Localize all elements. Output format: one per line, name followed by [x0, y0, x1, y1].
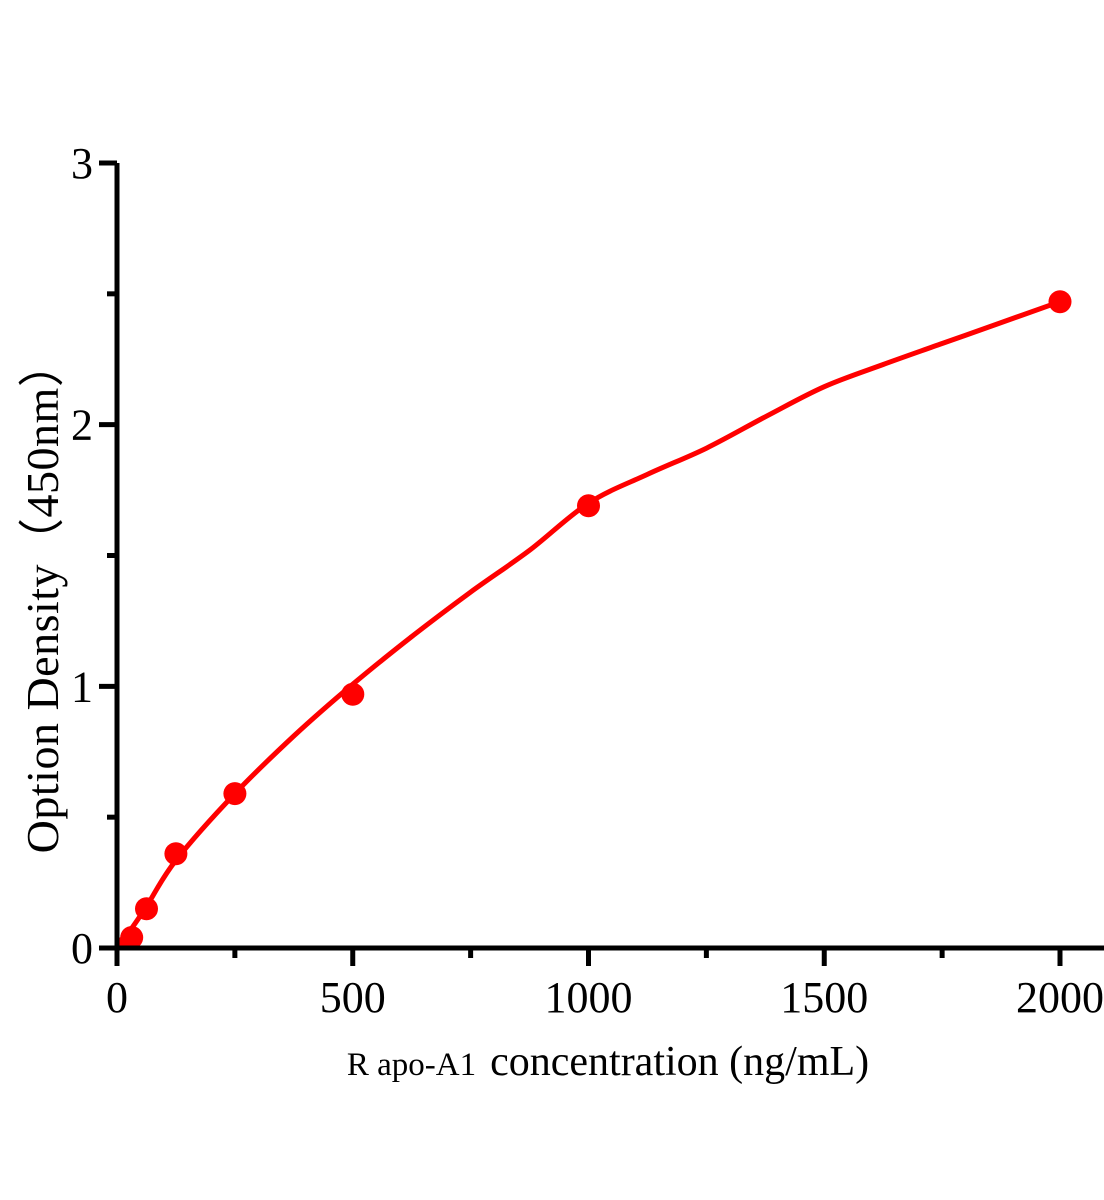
axes	[99, 160, 1104, 966]
x-tick-label: 0	[106, 973, 128, 1022]
y-tick-label: 0	[71, 924, 93, 973]
data-point	[341, 682, 365, 706]
x-axis-title-prefix: R apo-A1	[346, 1047, 477, 1083]
tick-labels: 0 1 2 3 0 500 1000 1500 2000	[71, 139, 1104, 1022]
data-point	[135, 897, 158, 921]
y-tick-label: 2	[71, 401, 93, 450]
data-point	[577, 494, 600, 518]
x-tick-label: 500	[320, 973, 386, 1022]
data-layer	[117, 290, 1072, 948]
data-point	[164, 842, 188, 866]
x-axis-title-main: concentration (ng/mL)	[490, 1039, 870, 1085]
x-tick-label: 1000	[545, 973, 633, 1022]
x-tick-label: 2000	[1016, 973, 1104, 1022]
data-point	[120, 926, 144, 948]
y-tick-label: 3	[71, 139, 93, 188]
x-tick-label: 1500	[780, 973, 868, 1022]
data-point	[1048, 290, 1072, 314]
y-axis-title: Option Density（450nm）	[17, 340, 68, 854]
x-axis-title: R apo-A1 concentration (ng/mL)	[347, 1041, 869, 1083]
data-point	[223, 782, 247, 806]
fit-curve-line	[117, 299, 1063, 948]
y-tick-label: 1	[71, 662, 93, 711]
